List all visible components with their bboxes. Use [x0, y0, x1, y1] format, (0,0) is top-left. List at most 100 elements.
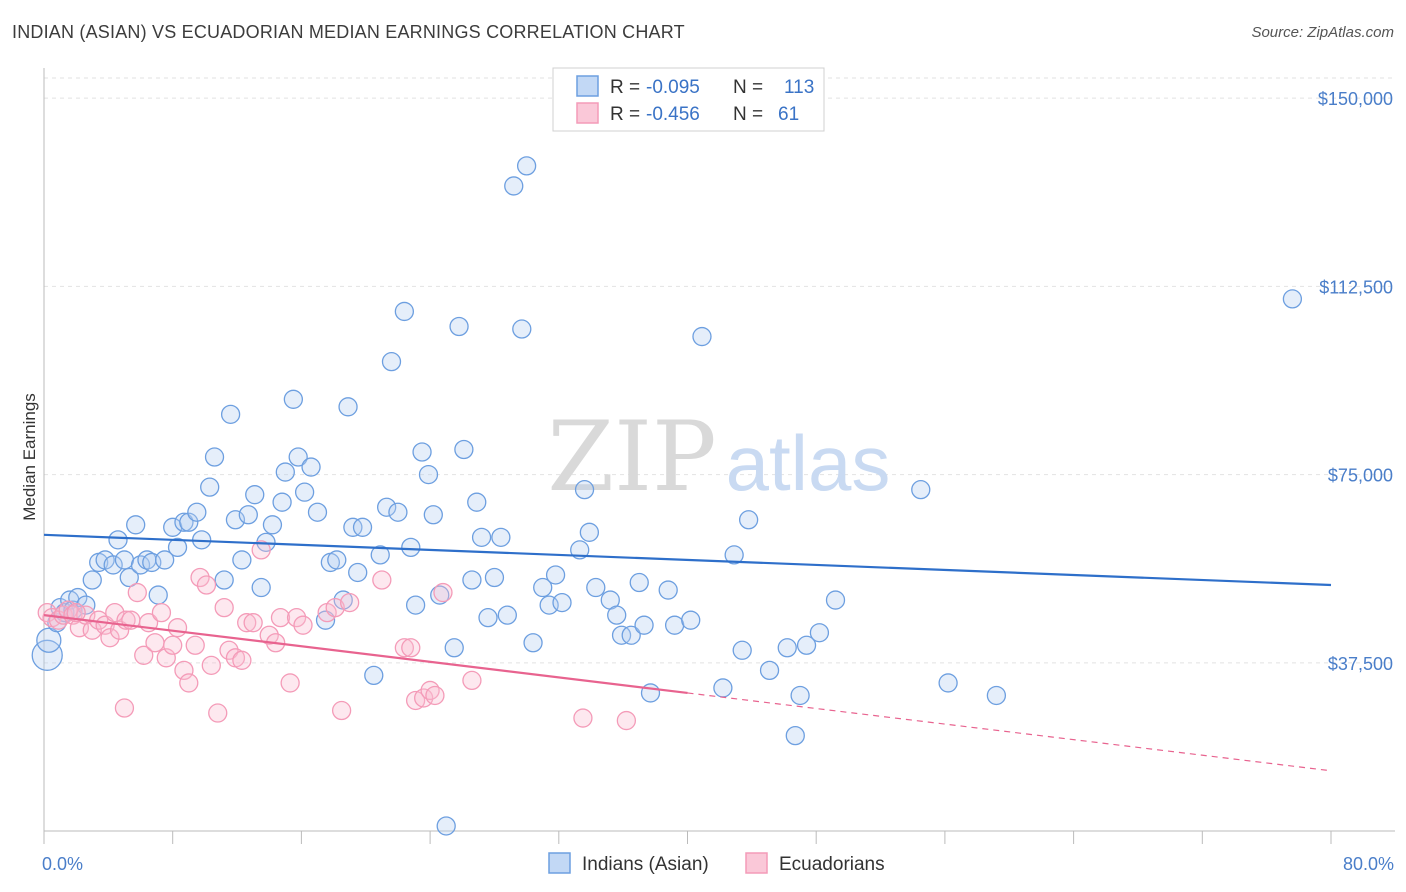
indians-point [155, 550, 175, 570]
indians-point [454, 439, 474, 460]
indians-point [491, 527, 511, 547]
x-tick-label: 80.0% [1343, 854, 1394, 874]
y-tick-label: $150,000 [1318, 89, 1393, 109]
indians-point [462, 570, 482, 590]
ecuadorians-point [174, 660, 194, 681]
indians-point [523, 633, 543, 653]
ecuadorians-point [401, 638, 421, 658]
ecuadorians-point [616, 710, 637, 731]
indians-point [179, 512, 199, 532]
indians-point [732, 640, 752, 660]
watermark-zip: ZIP [547, 401, 716, 513]
x-tick-label: 0.0% [42, 854, 83, 874]
indians-point [444, 638, 464, 658]
ecuadorians-point [251, 540, 271, 560]
indians-point [251, 577, 271, 598]
ecuadorians-point [179, 673, 199, 693]
ecuadorians-point [280, 673, 300, 693]
legend-r-label-1: R = [610, 77, 640, 98]
legend-box: R = -0.095 N = 113 R = -0.456 N = 61 [552, 67, 825, 132]
indians-point [103, 555, 123, 575]
legend-r-value-2: -0.456 [646, 104, 700, 125]
indians-point [545, 565, 566, 585]
bottom-legend-swatch-indians [548, 852, 571, 874]
indians-point [664, 615, 685, 635]
ecuadorians-trend-extension [687, 692, 1332, 772]
ecuadorians-point [286, 608, 307, 628]
indians-point [629, 572, 649, 593]
bottom-legend-label-indians: Indians (Asian) [582, 854, 709, 875]
ecuadorians-point [340, 592, 360, 613]
indians-point [825, 590, 846, 610]
ecuadorians-point [425, 685, 445, 706]
indians-point [388, 502, 408, 522]
indians-trend-line [43, 533, 1332, 587]
y-tick-label: $37,500 [1328, 654, 1393, 674]
source-label: Source: ZipAtlas.com [1251, 24, 1394, 41]
indians-point [512, 319, 532, 339]
indians-point [245, 485, 265, 505]
indians-point [449, 316, 469, 337]
y-tick-labels: $37,500 $75,000 $112,500 $150,000 [1318, 89, 1393, 674]
indians-point [288, 447, 308, 467]
indians-point [586, 577, 606, 598]
indians-point [338, 397, 358, 417]
ecuadorians-point [134, 645, 154, 665]
indians-point [275, 462, 295, 482]
ecuadorians-point [151, 602, 172, 623]
indians-point [272, 492, 292, 512]
indians-point [418, 464, 439, 485]
legend-r-value-1: -0.095 [646, 77, 700, 98]
bottom-legend: Indians (Asian) Ecuadorians [548, 852, 885, 875]
ecuadorians-point [433, 582, 453, 603]
indians-point [796, 635, 817, 655]
indians-point [809, 623, 830, 643]
indians-point [36, 627, 62, 653]
indians-point [187, 502, 207, 522]
indians-point [167, 537, 188, 558]
indians-point [478, 608, 498, 628]
indians-point [579, 522, 600, 542]
indians-point [126, 515, 146, 535]
indians-point [621, 625, 641, 645]
ecuadorians-point [237, 613, 257, 633]
legend-r-label-2: R = [610, 104, 640, 125]
indians-point [471, 527, 492, 547]
indians-point [401, 537, 421, 558]
watermark-atlas: atlas [726, 419, 891, 507]
indians-point [607, 605, 627, 625]
ecuadorians-point [66, 602, 86, 623]
indians-point [343, 517, 363, 537]
ecuadorians-point [414, 688, 434, 708]
legend-swatch-indians [576, 75, 599, 97]
indians-point [130, 555, 151, 575]
ecuadorians-point [243, 613, 263, 633]
indians-point [327, 550, 347, 570]
indians-point [232, 550, 252, 570]
indians-point [504, 176, 524, 196]
ecuadorians-point [114, 698, 135, 718]
indians-point [394, 301, 415, 322]
ecuadorians-point [270, 608, 291, 628]
indians-point [574, 479, 595, 500]
legend-n-label-1: N = [733, 77, 763, 98]
legend-swatch-ecuadorians [576, 102, 599, 124]
indians-point [634, 615, 654, 635]
indians-point [497, 605, 517, 625]
indians-point [759, 660, 780, 681]
y-axis-label: Median Earnings [20, 393, 39, 521]
bottom-legend-swatch-ecuadorians [745, 852, 768, 874]
indians-point [423, 505, 443, 525]
ecuadorians-point [156, 648, 176, 668]
indians-point [681, 610, 701, 630]
legend-n-value-2: 61 [778, 104, 799, 125]
indians-point [364, 665, 384, 686]
indians-point [352, 517, 373, 537]
indians-point [204, 447, 225, 467]
indians-point [430, 585, 450, 605]
indians-point [381, 351, 402, 372]
ecuadorians-point [232, 650, 252, 670]
indians-point [76, 595, 96, 615]
indians-point [658, 580, 678, 600]
axes [43, 68, 1395, 844]
